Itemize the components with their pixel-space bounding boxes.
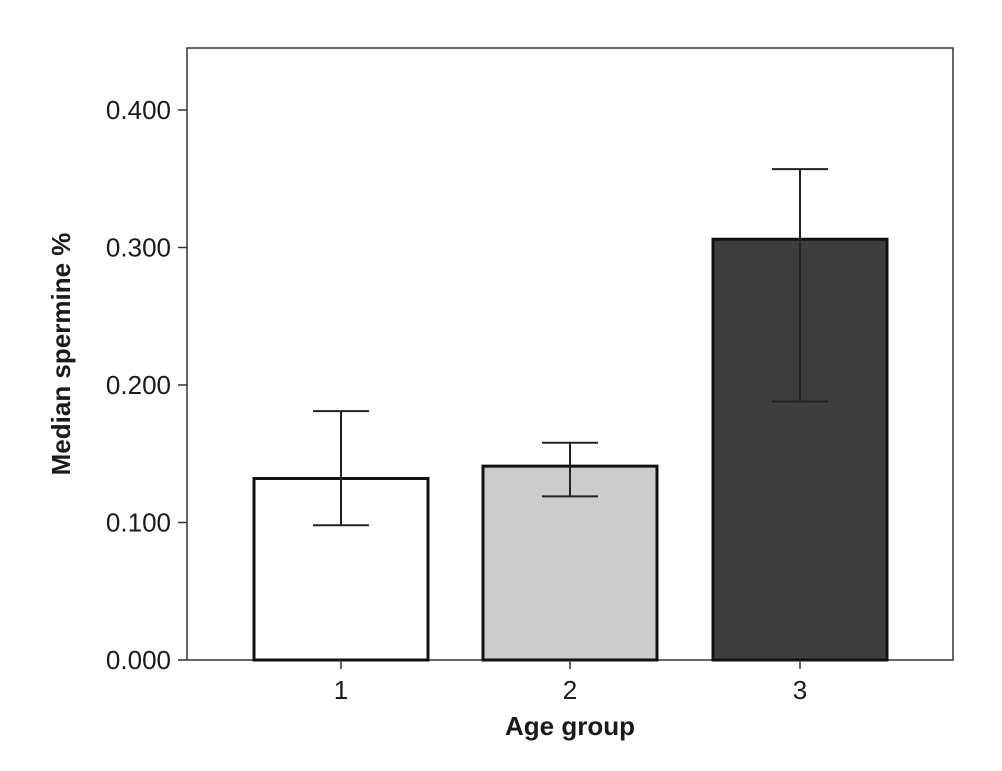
y-tick-label: 0.300 [106,233,171,263]
error-bars-layer [313,168,828,527]
x-tick-label: 3 [793,675,807,705]
y-axis-title: Median spermine % [46,233,76,476]
x-tick-label: 1 [334,675,348,705]
y-tick-label: 0.200 [106,370,171,400]
x-axis: 1 2 3 [334,660,807,705]
x-axis-title: Age group [505,711,635,741]
bar-2 [481,464,659,662]
y-axis: 0.000 0.100 0.200 0.300 0.400 [106,95,187,675]
y-tick-label: 0.000 [106,645,171,675]
error-bar-3 [772,168,828,403]
x-tick-label: 2 [563,675,577,705]
y-tick-label: 0.100 [106,508,171,538]
y-tick-label: 0.400 [106,95,171,125]
error-bar-1 [313,410,369,527]
error-bar-2 [542,441,598,498]
